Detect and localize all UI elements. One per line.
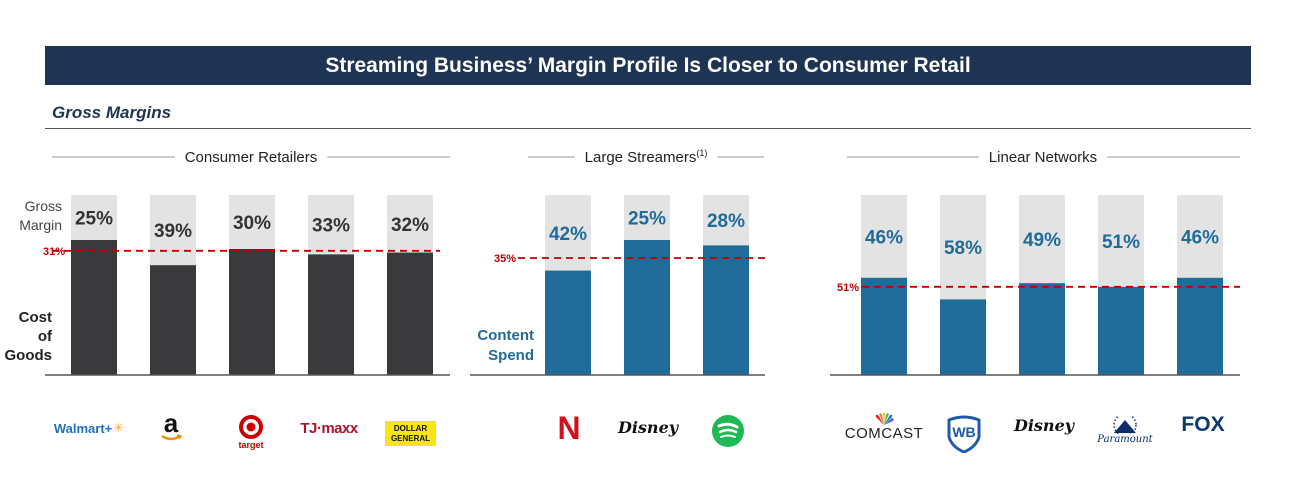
- retailers-bar-cost: [387, 252, 433, 375]
- retailers-value-label: 33%: [312, 216, 350, 237]
- cost-of-goods-label: Cost: [19, 309, 52, 326]
- streamers-bar-cost: [703, 245, 749, 375]
- retailers-bar-cost: [71, 240, 117, 375]
- streamers-bar-cost: [624, 240, 670, 375]
- spotify-icon: [712, 415, 744, 447]
- page-title: Streaming Business’ Margin Profile Is Cl…: [45, 46, 1251, 85]
- retailers-bar-cost: [229, 249, 275, 375]
- disney-logo-streamers: Disney: [617, 417, 679, 437]
- retailers-group-title: Consumer Retailers: [185, 149, 318, 166]
- comcast-logo: COMCAST: [842, 410, 926, 444]
- streamers-value-label: 28%: [707, 211, 745, 232]
- amazon-logo: a: [156, 410, 186, 444]
- retailers-average-label: 31%: [43, 246, 65, 258]
- streamers-value-label: 25%: [628, 209, 666, 230]
- paramount-logo: Paramount: [1094, 410, 1156, 450]
- divider: [45, 128, 1251, 129]
- linear-average-label: 51%: [837, 282, 859, 294]
- retailers-bar-cost: [308, 254, 354, 375]
- tjmaxx-logo: TJ·maxx: [300, 419, 358, 437]
- fox-logo: FOX: [1181, 413, 1225, 436]
- retailers-value-label: 39%: [154, 221, 192, 242]
- linear-bar-cost: [940, 299, 986, 375]
- linear-group-title: Linear Networks: [989, 149, 1097, 166]
- peacock-icon: [875, 412, 894, 425]
- disney-logo-linear: Disney: [1013, 415, 1075, 435]
- spotify-logo: [710, 413, 746, 449]
- chart-subtitle: Gross Margins: [52, 103, 172, 122]
- streamers-bar-cost: [545, 270, 591, 375]
- retailers-bar-cost: [150, 265, 196, 375]
- walmart-logo: Walmart+ ✳: [53, 420, 125, 436]
- linear-value-label: 46%: [1181, 227, 1219, 248]
- streamers-value-label: 42%: [549, 224, 587, 245]
- content-spend-label: Spend: [488, 347, 534, 364]
- target-bullseye-icon: [239, 415, 263, 439]
- linear-value-label: 49%: [1023, 230, 1061, 251]
- content-spend-label: Content: [477, 327, 534, 344]
- linear-value-label: 58%: [944, 238, 982, 259]
- streamers-group-title: Large Streamers(1): [585, 148, 708, 166]
- gross-margin-label: Margin: [19, 217, 62, 233]
- gross-margin-label: Gross: [25, 198, 62, 214]
- wb-shield-icon: [947, 415, 981, 453]
- cost-of-goods-label: Goods: [5, 347, 53, 364]
- dollar-general-logo: DOLLAR GENERAL: [385, 421, 436, 446]
- linear-bar-cost: [1177, 277, 1223, 375]
- paramount-mountain-icon: [1113, 415, 1137, 434]
- linear-bar-cost: [1098, 286, 1144, 375]
- linear-bar-cost: [1019, 283, 1065, 375]
- netflix-logo: N: [557, 409, 581, 446]
- amazon-smile-icon: [161, 434, 182, 441]
- retailers-value-label: 32%: [391, 215, 429, 236]
- streamers-average-label: 35%: [494, 253, 516, 265]
- retailers-value-label: 25%: [75, 209, 113, 230]
- retailers-value-label: 30%: [233, 213, 271, 234]
- linear-bar-cost: [861, 277, 907, 375]
- linear-value-label: 46%: [865, 227, 903, 248]
- linear-value-label: 51%: [1102, 232, 1140, 253]
- cost-of-goods-label: of: [38, 328, 53, 345]
- wb-logo: WB: [944, 414, 984, 454]
- target-logo: target: [228, 412, 274, 452]
- spark-icon: ✳: [113, 420, 125, 435]
